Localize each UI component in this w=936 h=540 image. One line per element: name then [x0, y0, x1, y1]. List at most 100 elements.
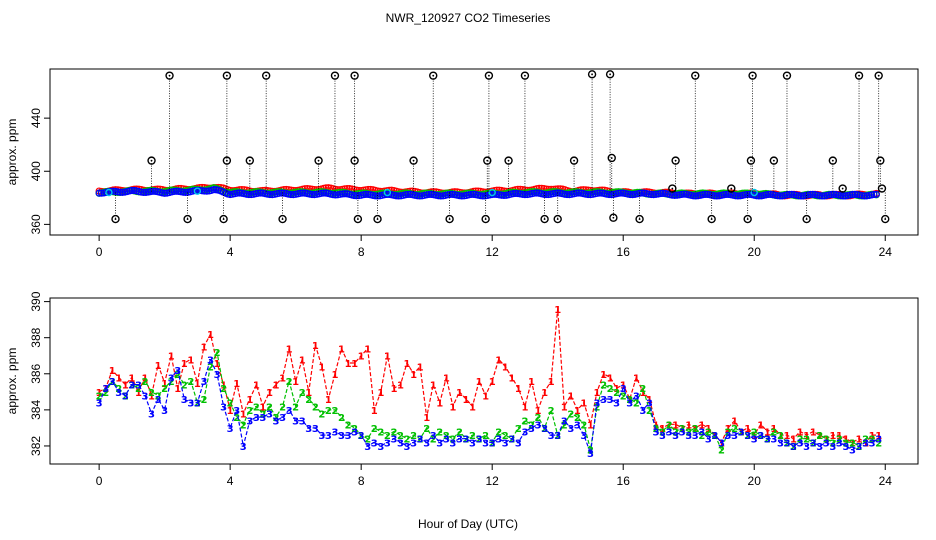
blue-point [511, 189, 520, 198]
series-3-marker: 3 [869, 438, 876, 449]
blue-point [128, 186, 136, 195]
flagged-point [876, 156, 885, 165]
flagged-point [445, 214, 454, 224]
series-3-marker: 3 [672, 431, 679, 442]
flagged-point-center [486, 159, 489, 162]
series-3-marker: 3 [725, 431, 732, 442]
series-1-marker: 1 [633, 373, 640, 384]
series-3-marker: 3 [96, 399, 103, 410]
series-2-marker: 2 [266, 402, 273, 413]
series-3-marker: 3 [705, 435, 712, 446]
flagged-point [854, 71, 864, 80]
blue-point [182, 188, 190, 197]
flagged-point [802, 214, 811, 224]
series-2-marker: 2 [659, 428, 666, 439]
blue-point [256, 189, 265, 197]
blue-point [308, 190, 316, 199]
series-1-marker: 1 [299, 355, 306, 366]
blue-point [764, 190, 772, 199]
blue-point [530, 189, 538, 197]
series-3-marker: 3 [417, 435, 424, 446]
flagged-point [504, 156, 513, 165]
series-1-marker: 1 [692, 424, 699, 435]
series-3-marker: 3 [639, 406, 646, 417]
series-1-marker: 1 [836, 431, 843, 442]
series-2-marker: 2 [639, 384, 646, 395]
series-3-marker: 3 [535, 420, 542, 431]
flagged-point-center [524, 74, 526, 77]
series-1-marker: 1 [705, 424, 712, 435]
blue-point [455, 192, 464, 200]
flagged-point [746, 156, 756, 165]
flagged-point-center [265, 74, 268, 77]
series-2-marker: 2 [875, 438, 882, 449]
blue-point [809, 190, 817, 198]
x-tick-label: 4 [227, 245, 234, 259]
x-tick-label: 24 [879, 245, 893, 259]
series-3-marker: 3 [607, 395, 614, 406]
blue-point [827, 190, 836, 199]
flagged-point [609, 213, 618, 222]
flagged-point [481, 214, 490, 224]
series-3-marker: 3 [377, 442, 384, 453]
series-3-marker: 3 [338, 431, 345, 442]
series-2-marker: 2 [358, 431, 365, 442]
series-2-marker: 2 [626, 395, 633, 406]
flagged-point [483, 156, 492, 165]
blue-point [200, 187, 209, 195]
series-1-marker: 1 [345, 359, 352, 370]
series-3-marker: 3 [207, 355, 214, 366]
cyan-point [105, 188, 113, 197]
blue-point [818, 192, 826, 200]
blue-point [659, 189, 667, 197]
series-2-marker: 2 [430, 435, 437, 446]
series-3-marker: 3 [482, 438, 489, 449]
flagged-point-center [831, 159, 834, 162]
series-3-marker: 3 [181, 395, 188, 406]
y-tick-label: 400 [29, 161, 43, 181]
series-3-marker: 3 [292, 417, 299, 428]
flagged-point-center [556, 218, 559, 220]
flagged-point-center [877, 74, 880, 77]
series-3-marker: 3 [711, 431, 718, 442]
flagged-point-center [334, 74, 336, 77]
series-3-marker: 3 [567, 424, 574, 435]
series-2-marker: 2 [371, 424, 378, 435]
series-1-marker: 1 [351, 359, 358, 370]
blue-point [671, 191, 679, 199]
series-3-marker: 3 [220, 402, 227, 413]
flagged-point [769, 156, 779, 165]
blue-point [774, 192, 782, 200]
series-3-marker: 3 [620, 384, 627, 395]
flagged-point [671, 156, 680, 165]
blue-point [678, 190, 686, 199]
blue-point [446, 190, 454, 199]
series-3-marker: 3 [168, 373, 175, 384]
series-2-marker: 2 [502, 431, 509, 442]
series-2-marker: 2 [181, 381, 188, 392]
series-1-marker: 1 [476, 377, 483, 388]
series-2-marker: 2 [692, 424, 699, 435]
blue-point [680, 190, 688, 198]
series-1-marker: 1 [797, 428, 804, 439]
x-axis-label: Hour of Day (UTC) [418, 517, 518, 531]
series-1-marker: 1 [528, 377, 535, 388]
series-3-marker: 3 [810, 438, 817, 449]
series-1-marker: 1 [148, 391, 155, 402]
series-1-marker: 1 [430, 381, 437, 392]
blue-point [210, 186, 218, 194]
series-1-marker: 1 [463, 395, 470, 406]
series-2-marker: 2 [364, 435, 371, 446]
flagged-point-center [573, 159, 575, 162]
series-2-marker: 2 [220, 384, 227, 395]
series-1-marker: 1 [718, 438, 725, 449]
blue-point [776, 192, 784, 200]
series-1-marker: 1 [377, 388, 384, 399]
series-1-marker: 1 [862, 438, 869, 449]
series-3-marker: 3 [626, 399, 633, 410]
flagged-point-center [750, 159, 752, 162]
flagged-point [727, 184, 736, 193]
flagged-point-center [507, 159, 510, 162]
series-3-marker: 3 [580, 431, 587, 442]
series-1-marker: 1 [679, 424, 686, 435]
